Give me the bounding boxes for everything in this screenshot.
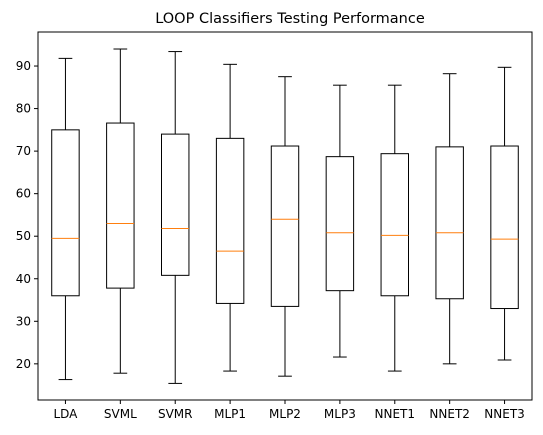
x-tick-label: NNET1 xyxy=(375,407,416,421)
x-axis: LDA SVML SVMR MLP1 MLP2 MLP3 NNET1 NNET2 NNET3 xyxy=(53,400,525,421)
y-axis: 20 30 40 50 60 70 80 90 xyxy=(16,59,38,371)
y-tick-label: 20 xyxy=(16,357,31,371)
x-tick-label: MLP2 xyxy=(269,407,301,421)
iqr-box xyxy=(435,146,464,300)
x-tick-label: SVML xyxy=(104,407,137,421)
iqr-box xyxy=(270,145,300,307)
x-tick-label: LDA xyxy=(53,407,78,421)
y-tick-label: 50 xyxy=(16,229,31,243)
x-tick-label: SVMR xyxy=(158,407,193,421)
iqr-box xyxy=(215,137,245,304)
boxes-layer xyxy=(51,48,519,384)
iqr-box xyxy=(325,156,355,292)
box-nnet2 xyxy=(435,73,464,365)
x-tick-label: NNET3 xyxy=(484,407,525,421)
iqr-box xyxy=(51,129,80,297)
box-nnet1 xyxy=(380,84,409,372)
chart-title: LOOP Classifiers Testing Performance xyxy=(155,11,425,27)
y-tick-label: 60 xyxy=(16,187,31,201)
iqr-box xyxy=(380,153,409,297)
iqr-box xyxy=(490,145,519,310)
box-lda xyxy=(51,57,80,381)
box-svml xyxy=(106,48,135,374)
x-tick-label: NNET2 xyxy=(429,407,470,421)
box-mlp3 xyxy=(325,84,355,358)
plot-frame xyxy=(37,31,533,401)
x-tick-label: MLP3 xyxy=(324,407,356,421)
y-tick-label: 80 xyxy=(16,102,31,116)
iqr-box xyxy=(106,122,135,289)
box-svmr xyxy=(161,51,190,384)
box-mlp2 xyxy=(270,76,300,377)
y-tick-label: 70 xyxy=(16,144,31,158)
iqr-box xyxy=(161,133,190,276)
y-tick-label: 30 xyxy=(16,314,31,328)
box-mlp1 xyxy=(215,63,245,372)
y-tick-label: 90 xyxy=(16,59,31,73)
x-tick-label: MLP1 xyxy=(214,407,246,421)
y-tick-label: 40 xyxy=(16,272,31,286)
box-nnet3 xyxy=(490,66,519,361)
